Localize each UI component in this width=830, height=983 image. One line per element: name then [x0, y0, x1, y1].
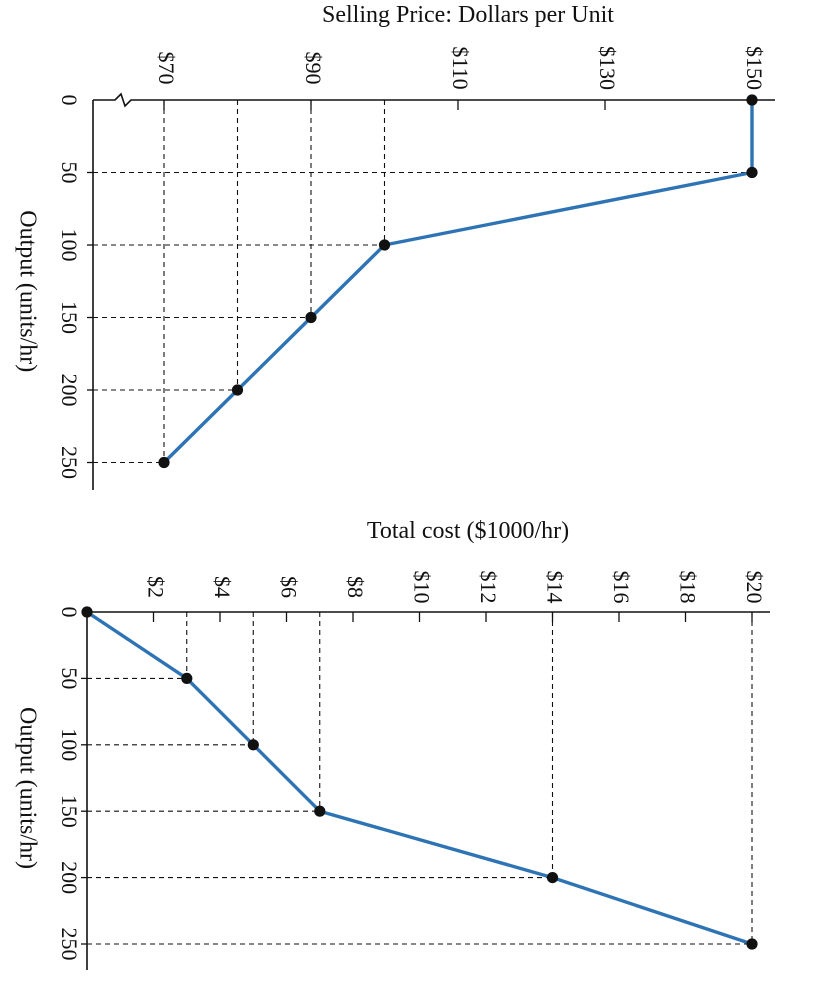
output-tick-label: 0	[57, 95, 82, 106]
data-point	[746, 938, 758, 950]
value-tick-label: $12	[476, 571, 501, 604]
value-tick-label: $16	[609, 571, 634, 604]
value-tick-label: $70	[154, 52, 179, 85]
value-axis-line	[93, 92, 775, 108]
output-tick-label: 150	[57, 795, 82, 828]
data-point	[746, 94, 758, 106]
chart-title: Total cost ($1000/hr)	[367, 518, 569, 544]
value-tick-label: $6	[276, 576, 301, 598]
data-point	[378, 239, 391, 251]
output-tick-label: 250	[57, 928, 82, 961]
output-tick-label: 100	[57, 728, 82, 761]
value-tick-label: $14	[542, 571, 567, 604]
data-point	[247, 739, 259, 751]
data-point	[305, 311, 317, 324]
cost-chart: Total cost ($1000/hr) $2 $4 $6 $8 $10 $12 $14 $1…	[14, 518, 770, 970]
output-tick-label: 200	[57, 861, 82, 894]
data-point	[81, 606, 93, 618]
data-point	[546, 872, 559, 884]
data-point	[231, 384, 244, 396]
chart-title: Selling Price: Dollars per Unit	[322, 2, 614, 28]
data-point	[158, 456, 170, 469]
value-tick-label: $18	[675, 571, 700, 604]
output-tick-label: 50	[57, 667, 82, 689]
output-tick-label: 250	[57, 446, 82, 479]
data-point	[314, 805, 326, 817]
value-tick-label: $90	[301, 52, 326, 85]
output-tick-label: 50	[57, 162, 82, 184]
value-tick-label: $20	[742, 571, 767, 604]
value-tick-label: $130	[595, 46, 620, 90]
value-tick-label: $2	[143, 576, 168, 598]
output-axis-label: Output (units/hr)	[14, 707, 40, 869]
value-tick-label: $4	[210, 576, 235, 598]
value-tick-label: $8	[343, 576, 368, 598]
value-tick-label: $10	[409, 571, 434, 604]
series-line	[162, 100, 754, 464]
output-tick-label: 150	[57, 301, 82, 334]
value-tick-label: $150	[742, 46, 767, 90]
data-point	[746, 166, 758, 179]
output-axis-label: Output (units/hr)	[14, 210, 40, 372]
output-tick-label: 0	[57, 607, 82, 618]
data-point	[181, 672, 193, 685]
value-tick-label: $110	[448, 46, 473, 89]
output-tick-label: 200	[57, 374, 82, 407]
output-tick-label: 100	[57, 229, 82, 262]
series-line	[86, 610, 753, 946]
price-chart: Selling Price: Dollars per Unit $70 $90 $11…	[14, 2, 775, 490]
